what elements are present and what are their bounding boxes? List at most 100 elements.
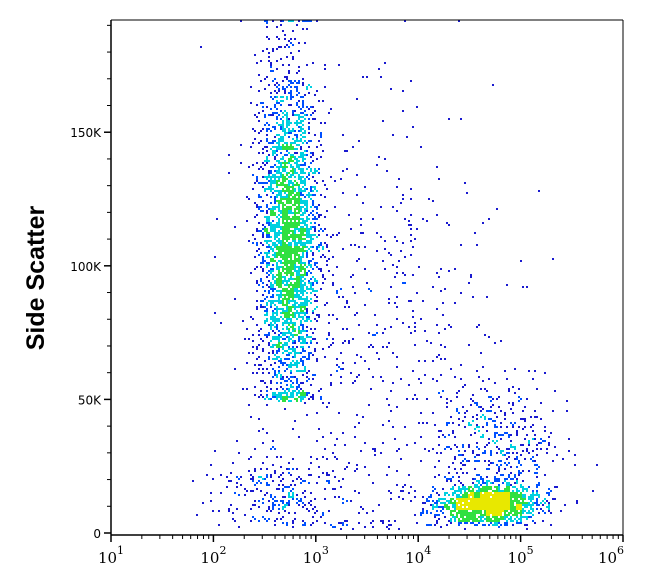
data-point xyxy=(492,404,494,406)
data-point xyxy=(282,184,284,186)
data-point xyxy=(500,452,502,454)
data-point xyxy=(284,504,286,506)
data-point xyxy=(516,506,518,508)
data-point xyxy=(528,510,530,512)
data-point xyxy=(358,258,360,260)
data-point xyxy=(292,184,294,186)
data-point xyxy=(266,128,268,130)
data-point xyxy=(252,188,254,190)
data-point xyxy=(500,502,502,504)
data-point xyxy=(264,114,266,116)
data-point xyxy=(292,304,294,306)
data-point xyxy=(452,510,454,512)
data-point xyxy=(292,396,294,398)
data-point xyxy=(280,190,282,192)
data-point xyxy=(300,324,302,326)
data-point xyxy=(280,500,282,502)
data-point xyxy=(260,394,262,396)
data-point xyxy=(300,188,302,190)
data-point xyxy=(264,314,266,316)
data-point xyxy=(280,378,282,380)
data-point xyxy=(288,46,290,48)
data-point xyxy=(482,436,484,438)
data-point xyxy=(290,276,292,278)
data-point xyxy=(302,502,304,504)
data-point xyxy=(290,154,292,156)
data-point xyxy=(404,20,406,22)
data-point xyxy=(278,168,280,170)
data-point xyxy=(268,172,270,174)
data-point xyxy=(306,372,308,374)
data-point xyxy=(262,236,264,238)
data-point xyxy=(460,488,462,490)
data-point xyxy=(448,422,450,424)
data-point xyxy=(464,508,466,510)
data-point xyxy=(358,422,360,424)
data-point xyxy=(294,212,296,214)
data-point xyxy=(282,362,284,364)
data-point xyxy=(500,492,502,494)
data-point xyxy=(524,516,526,518)
data-point xyxy=(272,502,274,504)
data-point xyxy=(258,132,260,134)
data-point xyxy=(284,130,286,132)
data-point xyxy=(480,516,482,518)
data-point xyxy=(220,474,222,476)
data-point xyxy=(454,490,456,492)
data-point xyxy=(274,394,276,396)
data-point xyxy=(308,358,310,360)
data-point xyxy=(292,288,294,290)
data-point xyxy=(318,168,320,170)
data-point xyxy=(272,350,274,352)
data-point xyxy=(278,284,280,286)
data-point xyxy=(304,350,306,352)
data-point xyxy=(288,354,290,356)
data-point xyxy=(308,196,310,198)
data-point xyxy=(252,318,254,320)
data-point xyxy=(404,282,406,284)
data-point xyxy=(314,328,316,330)
data-point xyxy=(296,364,298,366)
data-point xyxy=(310,222,312,224)
data-point xyxy=(438,498,440,500)
data-point xyxy=(466,488,468,490)
data-point xyxy=(300,322,302,324)
data-point xyxy=(306,150,308,152)
data-point xyxy=(282,276,284,278)
data-point xyxy=(500,450,502,452)
data-point xyxy=(508,390,510,392)
data-point xyxy=(290,296,292,298)
data-point xyxy=(296,382,298,384)
data-point xyxy=(484,492,486,494)
data-point xyxy=(282,338,284,340)
data-point xyxy=(362,508,364,510)
data-point xyxy=(296,152,298,154)
data-point xyxy=(270,476,272,478)
data-point xyxy=(254,386,256,388)
data-point xyxy=(312,204,314,206)
data-point xyxy=(506,482,508,484)
data-point xyxy=(292,58,294,60)
data-point xyxy=(268,286,270,288)
data-point xyxy=(266,386,268,388)
data-point xyxy=(304,366,306,368)
data-point xyxy=(266,48,268,50)
data-point xyxy=(490,400,492,402)
data-point xyxy=(292,290,294,292)
data-point xyxy=(296,498,298,500)
data-point xyxy=(212,510,214,512)
data-point xyxy=(268,250,270,252)
data-point xyxy=(352,382,354,384)
data-point xyxy=(460,502,462,504)
data-point xyxy=(306,246,308,248)
data-point xyxy=(290,288,292,290)
data-point xyxy=(296,198,298,200)
data-point xyxy=(432,360,434,362)
data-point xyxy=(312,106,314,108)
data-point xyxy=(304,392,306,394)
data-point xyxy=(262,270,264,272)
data-point xyxy=(282,86,284,88)
data-point xyxy=(432,378,434,380)
data-point xyxy=(434,502,436,504)
data-point xyxy=(286,132,288,134)
